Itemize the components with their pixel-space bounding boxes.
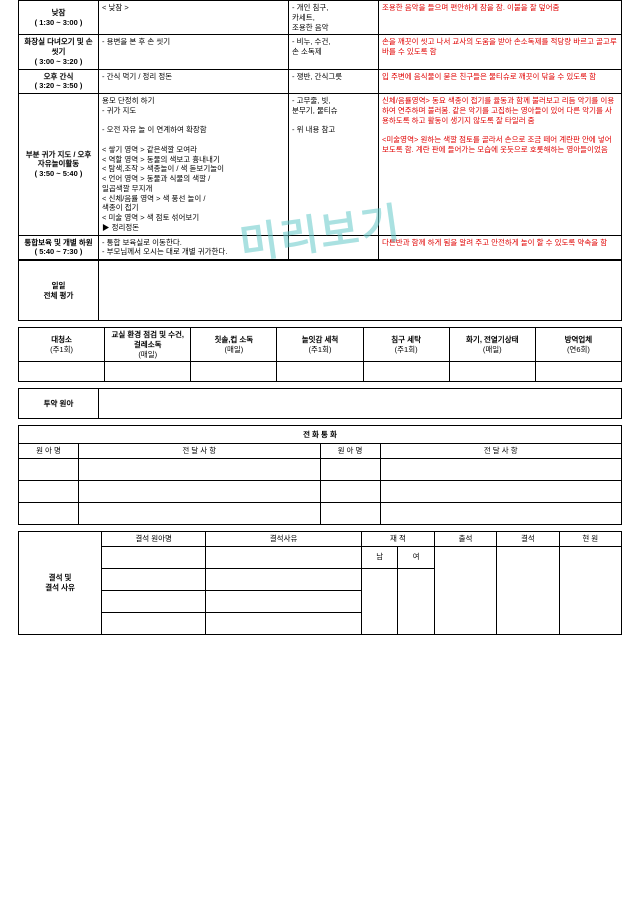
schedule-time: 통합보육 및 개별 하원( 5:40 ~ 7:30 ) [19,235,99,260]
absence-header: 결석 [497,532,559,547]
schedule-notes: 신체/음률영역> 동요 색종이 접기를 율동과 함께 불러보고 리듬 악기를 이… [379,94,622,236]
phone-cell [19,503,79,525]
absence-sub-header: 남 [362,546,398,568]
clean-cell [191,362,277,382]
schedule-table: 낮잠( 1:30 ~ 3:00 )< 낮잠 >- 개인 침구, 카세트, 조용한… [18,0,622,260]
schedule-activity: - 간식 먹기 / 정리 정돈 [99,69,289,94]
absence-header: 재 적 [362,532,435,547]
schedule-time: 부분 귀가 지도 / 오후 자유놀이활동( 3:50 ~ 5:40 ) [19,94,99,236]
schedule-time: 화장실 다녀오기 및 손 씻기( 3:00 ~ 3:20 ) [19,35,99,69]
clean-header: 방역업체(연6회) [535,328,621,362]
clean-header: 놀잇감 세척(주1회) [277,328,363,362]
schedule-activity: 용모 단정히 하기- 귀가 지도- 오전 자유 놀 이 연계하여 확장함< 쌓기… [99,94,289,236]
clean-cell [277,362,363,382]
daily-eval-cell [99,261,622,321]
phone-cell [19,481,79,503]
phone-table: 전 화 통 화 원 아 명전 달 사 항원 아 명전 달 사 항 [18,425,622,525]
absence-cell [102,568,206,590]
schedule-activity: < 낮잠 > [99,1,289,35]
absence-row-label: 결석 및 결석 사유 [19,532,102,635]
daily-eval-table: 일일 전체 평가 [18,260,622,321]
clean-cell [535,362,621,382]
schedule-materials: - 고무줄, 빗, 분무기, 물티슈- 위 내용 참고 [289,94,379,236]
clean-cell [449,362,535,382]
schedule-time: 오후 간식( 3:20 ~ 3:50 ) [19,69,99,94]
absence-header: 결석 원아명 [102,532,206,547]
schedule-time: 낮잠( 1:30 ~ 3:00 ) [19,1,99,35]
schedule-materials [289,235,379,260]
phone-cell [19,459,79,481]
schedule-notes: 입 주변에 음식물이 묻은 친구들은 물티슈로 깨끗이 닦을 수 있도록 함 [379,69,622,94]
clean-header: 칫솔,컵 소독(매일) [191,328,277,362]
absence-header: 현 원 [559,532,621,547]
medicine-label: 투약 원아 [19,389,99,419]
absence-cell [102,546,206,568]
phone-header: 전 달 사 항 [79,444,321,459]
clean-cell [19,362,105,382]
schedule-activity: - 통합 보육실로 이동한다.- 부모님께서 오시는 대로 개별 귀가한다. [99,235,289,260]
schedule-notes: 다른반과 함께 하게 됨을 알려 주고 안전하게 놀이 할 수 있도록 약속을 … [379,235,622,260]
clean-header: 대청소(주1회) [19,328,105,362]
absence-sub-header: 여 [398,546,434,568]
absence-cell [102,590,206,612]
clean-header: 침구 세탁(주1회) [363,328,449,362]
daily-eval-label: 일일 전체 평가 [19,261,99,321]
absence-cell [102,612,206,634]
medicine-cell [99,389,622,419]
schedule-notes: 손을 깨끗이 씻고 나서 교사의 도움을 받아 손소독제를 적당량 바르고 골고… [379,35,622,69]
phone-title: 전 화 통 화 [19,426,622,444]
schedule-activity: - 용변을 본 후 손 씻기 [99,35,289,69]
clean-header: 교실 환경 점검 및 수건,걸레소독(매일) [105,328,191,362]
schedule-materials: - 개인 침구, 카세트, 조용한 음악 [289,1,379,35]
absence-header: 출석 [434,532,496,547]
clean-cell [105,362,191,382]
schedule-notes: 조용한 음악을 들으며 편안하게 잠을 잠. 이불을 잘 덮어줌 [379,1,622,35]
absence-table: 결석 및 결석 사유 결석 원아명 결석사유 재 적 출석 결석 현 원 남 여 [18,531,622,635]
phone-header: 원 아 명 [19,444,79,459]
clean-cell [363,362,449,382]
absence-header: 결석사유 [206,532,362,547]
schedule-materials: - 비누, 수건, 손 소독제 [289,35,379,69]
clean-header: 화기, 전열기상태(매일) [449,328,535,362]
phone-header: 전 달 사 항 [380,444,622,459]
schedule-materials: - 쟁반, 간식그릇 [289,69,379,94]
phone-header: 원 아 명 [320,444,380,459]
cleaning-table: 대청소(주1회)교실 환경 점검 및 수건,걸레소독(매일)칫솔,컵 소독(매일… [18,327,622,382]
medicine-table: 투약 원아 [18,388,622,419]
